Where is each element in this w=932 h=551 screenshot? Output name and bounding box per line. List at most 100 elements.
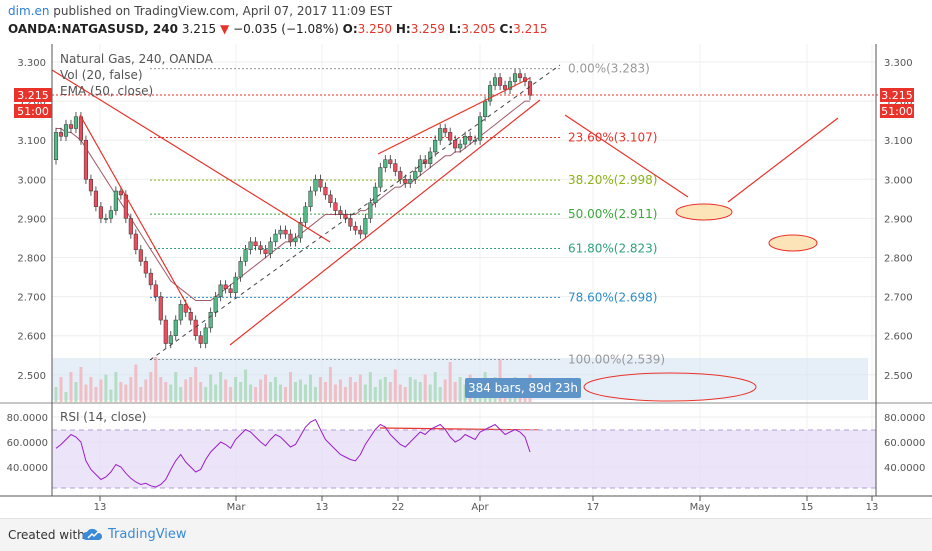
volume-bar [393,369,397,402]
candle-body [208,311,213,329]
volume-bar [328,367,332,402]
volume-bar [418,382,422,402]
candle-body [198,335,203,344]
candle-body [248,241,253,250]
candle-body [83,139,88,180]
candle-body [108,210,113,219]
candle-body [278,229,283,235]
price-chart[interactable]: 0.00%(3.283) 23.60%(3.107) 38.20%(2.998) 50… [0,0,932,518]
candle-body [153,284,158,297]
price-tick-label-left: 2.700 [17,293,46,304]
candle-body [512,73,518,82]
candle-body [338,210,343,215]
volume-bar [219,372,223,402]
volume-bar [284,387,288,402]
volume-bar [403,387,407,402]
volume-bar [438,387,442,402]
candle-body [363,218,368,235]
volume-bar [433,372,437,402]
volume-bar [109,389,113,402]
candle-body [78,116,83,141]
range-ellipse [583,372,757,402]
candle-body [288,233,293,243]
candle-body [53,132,59,161]
candle-body [383,159,388,168]
fib-label: 23.60%(3.107) [568,130,657,144]
time-tick-label: 22 [392,502,405,513]
candle-body [303,206,308,223]
candle-body [468,136,473,141]
candle-body [333,202,338,211]
volume-bar [209,374,213,402]
quote-line: OANDA:NATGASUSD, 240 3.215 ▼ −0.035 (−1.… [8,22,547,36]
volume-bar [104,374,108,402]
volume-bar [174,372,178,402]
time-tick-label: Mar [227,502,247,513]
volume-bar [289,372,293,402]
price-tick-label-right: 2.700 [884,293,913,304]
volume-bar [244,369,248,402]
projection-up [727,117,839,203]
price-tick-label-left: 2.900 [17,214,46,225]
volume-bar [189,377,193,402]
author-link[interactable]: dim.en [8,4,50,18]
volume-bar [179,387,183,402]
candle-body [463,136,468,145]
candle-body [273,233,278,243]
volume-bar [373,387,377,402]
candle-body [458,143,463,149]
bars-range-badge: 384 bars, 89d 23h [465,378,581,398]
volume-bar [149,372,153,402]
trend-drawings [51,64,839,431]
candle-body [178,304,183,321]
volume-bar [259,379,263,402]
candle-body [233,276,238,293]
volume-bar [169,384,173,402]
rsi-tick-label-right: 80.0000 [884,413,925,424]
volume-bar [69,372,73,402]
grid [52,44,876,496]
price-tick-label-left: 3.300 [17,58,46,69]
candle-body [418,159,423,172]
price-tick-label-left: 2.500 [17,371,46,382]
candle-body [403,179,408,184]
rsi-tick-label-right: 60.0000 [884,438,925,449]
rsi-tick-label-left: 60.0000 [7,438,48,449]
price-tick-label-right: 2.600 [884,332,913,343]
volume-bar [338,379,342,402]
volume-bar [448,362,452,402]
price-tick-label-left: 3.100 [17,136,46,147]
trendline-down-outer [51,69,331,243]
price-tick-label-right: 2.800 [884,254,913,265]
candle-body [58,132,64,137]
candle-body [118,190,123,196]
open-label: O: [342,22,358,36]
volume-bar [408,377,412,402]
low-value: 3.205 [461,22,496,36]
volume-bar [154,357,158,402]
volume-bar [269,382,273,402]
volume-bar [249,384,253,402]
close-label: C: [499,22,514,36]
price-badge-left: 3.215 [17,89,49,102]
tradingview-brand-link[interactable]: TradingView [108,527,187,542]
price-badge-right: 3.215 [881,89,913,102]
time-tick-label: 13 [94,502,107,513]
candle-body [527,81,533,96]
price-badges-right: 3.215 51:00 [880,88,914,118]
fib-label: 0.00%(3.283) [568,62,650,76]
rsi-tick-label-right: 40.0000 [884,463,925,474]
candle-body [378,167,383,188]
volume-bar [293,382,297,402]
candle-body [488,85,493,102]
candles [53,69,533,349]
candle-body [453,139,458,149]
candle-body [293,237,298,243]
created-with-text: Created with [8,528,85,542]
candle-body [213,296,218,313]
rsi-tick-label-left: 80.0000 [7,413,48,424]
candle-body [128,218,133,235]
volume-bar [333,384,337,402]
open-value: 3.250 [357,22,393,36]
last-price: 3.215 [181,22,217,36]
